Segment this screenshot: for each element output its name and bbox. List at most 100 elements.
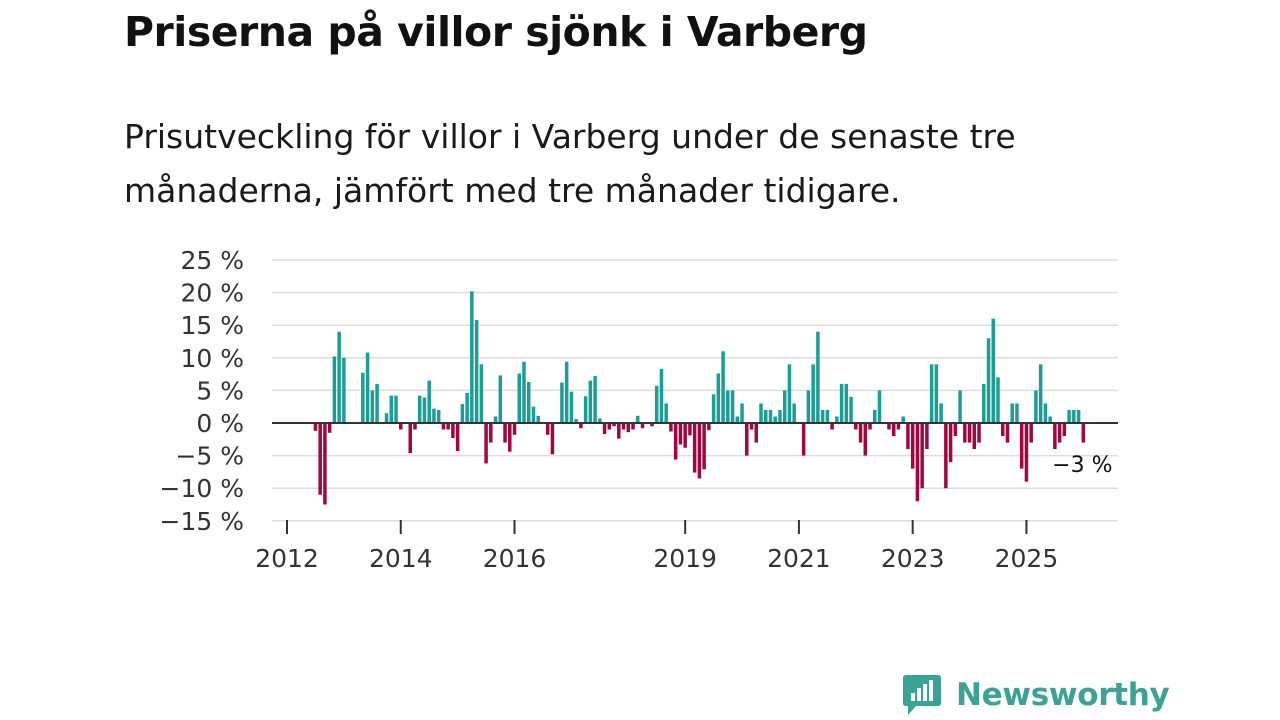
- y-tick-label: 5 %: [196, 376, 244, 405]
- bar: [427, 380, 431, 423]
- bar: [763, 409, 768, 423]
- bar: [1015, 403, 1019, 423]
- bar: [673, 423, 678, 460]
- bar: [650, 423, 654, 427]
- bar: [1072, 409, 1076, 423]
- bar: [906, 423, 910, 450]
- bar: [574, 419, 578, 423]
- bar: [996, 377, 1000, 423]
- x-tick-label: 2014: [369, 544, 433, 573]
- bar: [474, 319, 479, 423]
- bar: [868, 423, 872, 430]
- bar: [854, 423, 858, 430]
- bar: [958, 390, 962, 423]
- bar: [626, 423, 631, 433]
- bar: [711, 394, 716, 423]
- bar: [508, 423, 512, 452]
- bar: [991, 318, 996, 423]
- bar: [830, 423, 834, 430]
- bar: [754, 423, 759, 443]
- bar: [545, 423, 550, 435]
- bar: [654, 385, 659, 423]
- bar: [1038, 364, 1043, 423]
- bar: [1076, 409, 1081, 423]
- bar: [384, 413, 389, 423]
- bar: [740, 403, 744, 423]
- bar: [503, 423, 507, 443]
- bar: [963, 423, 967, 443]
- bar: [1034, 390, 1038, 423]
- bar: [939, 403, 943, 423]
- bar: [664, 403, 668, 423]
- bar: [967, 423, 972, 443]
- bar: [678, 423, 683, 445]
- bar: [441, 423, 446, 430]
- bar: [342, 357, 346, 423]
- bar: [811, 364, 815, 423]
- bar: [778, 409, 782, 423]
- bar-chart: 25 % 20 % 15 % 10 % 5 % 0 % −5 % −10 % −15 % 201…: [160, 246, 1118, 573]
- bar: [636, 415, 640, 423]
- bar: [825, 409, 830, 423]
- x-tick-label: 2016: [483, 544, 547, 573]
- bar: [460, 404, 465, 423]
- bar: [816, 331, 820, 423]
- bar: [607, 423, 612, 430]
- y-axis-ticks: 25 % 20 % 15 % 10 % 5 % 0 % −5 % −10 % −15 %: [160, 246, 244, 536]
- bar: [408, 423, 412, 453]
- bar: [887, 423, 891, 430]
- bar: [1048, 416, 1052, 423]
- bar: [526, 381, 531, 423]
- bar: [806, 390, 811, 423]
- bar: [735, 416, 740, 423]
- bar: [484, 423, 488, 464]
- bar: [1062, 423, 1067, 437]
- bar: [768, 409, 773, 423]
- chart-title: Priserna på villor sjönk i Varberg: [124, 8, 868, 56]
- bar: [953, 423, 958, 437]
- bar: [432, 408, 436, 423]
- bar: [929, 364, 934, 423]
- bar: [451, 423, 455, 438]
- y-tick-label: −5 %: [175, 442, 244, 471]
- bar: [669, 423, 673, 432]
- bar: [792, 403, 796, 423]
- bar: [849, 396, 853, 423]
- bar: [446, 423, 450, 430]
- newsworthy-logo-icon: [903, 675, 941, 715]
- bar: [986, 338, 991, 423]
- bar: [479, 364, 484, 423]
- bar: [1005, 423, 1010, 443]
- bar: [1024, 423, 1029, 482]
- bar: [593, 376, 597, 423]
- bar: [692, 423, 697, 473]
- bar: [612, 423, 616, 427]
- bar: [759, 403, 763, 423]
- bar: [332, 356, 337, 423]
- bar: [327, 423, 332, 433]
- bar: [436, 409, 441, 423]
- bar-series: [313, 291, 1086, 505]
- y-tick-label: 0 %: [196, 409, 244, 438]
- x-tick-label: 2021: [767, 544, 831, 573]
- bar: [560, 382, 564, 423]
- bar: [536, 415, 540, 423]
- bar: [631, 423, 635, 430]
- bar: [517, 373, 522, 423]
- x-tick-label: 2025: [995, 544, 1059, 573]
- y-tick-label: −10 %: [160, 474, 244, 503]
- bar: [944, 423, 948, 489]
- bar: [863, 423, 868, 456]
- bar: [621, 423, 626, 430]
- bar: [550, 423, 555, 455]
- bar: [602, 423, 607, 435]
- bar: [745, 423, 749, 456]
- x-tick-label: 2012: [255, 544, 319, 573]
- bar: [493, 416, 498, 423]
- bar: [564, 361, 569, 423]
- bar: [422, 397, 427, 423]
- y-tick-label: 15 %: [180, 311, 244, 340]
- bar: [413, 423, 417, 430]
- bar: [915, 423, 920, 502]
- bar: [394, 395, 398, 423]
